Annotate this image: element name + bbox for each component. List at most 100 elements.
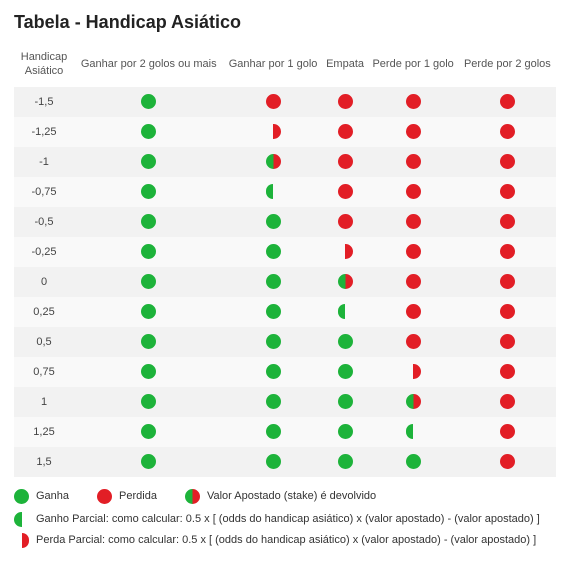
- win-icon: [266, 274, 281, 289]
- table-row: 0,5: [14, 327, 556, 357]
- loss-icon: [406, 334, 421, 349]
- page-title: Tabela - Handicap Asiático: [14, 12, 556, 33]
- win-icon: [266, 424, 281, 439]
- loss-icon: [338, 214, 353, 229]
- loss-icon: [500, 304, 515, 319]
- loss-icon: [500, 214, 515, 229]
- result-cell: [367, 387, 458, 417]
- result-cell: [224, 297, 323, 327]
- result-cell: [367, 207, 458, 237]
- result-cell: [74, 357, 224, 387]
- result-cell: [459, 417, 556, 447]
- result-cell: [74, 87, 224, 117]
- loss-icon: [500, 424, 515, 439]
- result-cell: [459, 297, 556, 327]
- result-cell: [74, 447, 224, 477]
- result-cell: [459, 87, 556, 117]
- result-cell: [224, 387, 323, 417]
- win-icon: [406, 454, 421, 469]
- result-cell: [224, 237, 323, 267]
- result-cell: [74, 237, 224, 267]
- table-row: -0,25: [14, 237, 556, 267]
- result-cell: [459, 447, 556, 477]
- table-row: -1,25: [14, 117, 556, 147]
- result-cell: [323, 177, 368, 207]
- result-cell: [459, 387, 556, 417]
- win-icon: [266, 394, 281, 409]
- refund-icon: [185, 489, 200, 504]
- result-cell: [459, 147, 556, 177]
- loss-icon: [500, 154, 515, 169]
- win-icon: [141, 454, 156, 469]
- legend-label: Valor Apostado (stake) é devolvido: [207, 490, 376, 502]
- loss-icon: [266, 94, 281, 109]
- win-icon: [141, 244, 156, 259]
- col-header: Perde por 2 golos: [459, 43, 556, 87]
- result-cell: [74, 327, 224, 357]
- result-cell: [367, 237, 458, 267]
- handicap-value: 1,5: [14, 447, 74, 477]
- win-icon: [266, 214, 281, 229]
- table-row: -1: [14, 147, 556, 177]
- result-cell: [367, 117, 458, 147]
- result-cell: [367, 147, 458, 177]
- result-cell: [367, 87, 458, 117]
- result-cell: [224, 267, 323, 297]
- col-header: Ganhar por 1 golo: [224, 43, 323, 87]
- loss-icon: [338, 184, 353, 199]
- half-win-icon: [14, 512, 29, 527]
- result-cell: [74, 207, 224, 237]
- result-cell: [74, 177, 224, 207]
- result-cell: [323, 327, 368, 357]
- loss-icon: [406, 244, 421, 259]
- win-icon: [141, 394, 156, 409]
- result-cell: [323, 387, 368, 417]
- loss-icon: [406, 94, 421, 109]
- handicap-value: 0,25: [14, 297, 74, 327]
- result-cell: [367, 357, 458, 387]
- handicap-table: Handicap Asiático Ganhar por 2 golos ou …: [14, 43, 556, 477]
- result-cell: [74, 387, 224, 417]
- result-cell: [74, 417, 224, 447]
- win-icon: [266, 334, 281, 349]
- win-icon: [141, 154, 156, 169]
- result-cell: [224, 327, 323, 357]
- table-row: 0,25: [14, 297, 556, 327]
- win-icon: [338, 394, 353, 409]
- result-cell: [367, 417, 458, 447]
- loss-icon: [338, 94, 353, 109]
- result-cell: [323, 87, 368, 117]
- result-cell: [459, 207, 556, 237]
- table-row: 0,75: [14, 357, 556, 387]
- loss-icon: [406, 274, 421, 289]
- loss-icon: [500, 124, 515, 139]
- result-cell: [323, 207, 368, 237]
- refund-icon: [338, 274, 353, 289]
- legend-label: Perdida: [119, 490, 157, 502]
- loss-icon: [406, 304, 421, 319]
- win-icon: [338, 424, 353, 439]
- loss-icon: [500, 364, 515, 379]
- result-cell: [459, 117, 556, 147]
- loss-icon: [97, 489, 112, 504]
- result-cell: [224, 147, 323, 177]
- half-win-icon: [266, 184, 281, 199]
- result-cell: [367, 177, 458, 207]
- result-cell: [224, 417, 323, 447]
- result-cell: [459, 177, 556, 207]
- result-cell: [224, 207, 323, 237]
- handicap-value: -1,25: [14, 117, 74, 147]
- table-row: 1,25: [14, 417, 556, 447]
- loss-icon: [406, 124, 421, 139]
- win-icon: [141, 274, 156, 289]
- result-cell: [323, 117, 368, 147]
- col-header: Perde por 1 golo: [367, 43, 458, 87]
- half-win-icon: [338, 304, 353, 319]
- handicap-value: -1,5: [14, 87, 74, 117]
- win-icon: [338, 334, 353, 349]
- loss-icon: [500, 394, 515, 409]
- result-cell: [323, 417, 368, 447]
- legend-label: Ganho Parcial: como calcular: 0.5 x [ (o…: [36, 512, 540, 526]
- result-cell: [367, 267, 458, 297]
- result-cell: [224, 87, 323, 117]
